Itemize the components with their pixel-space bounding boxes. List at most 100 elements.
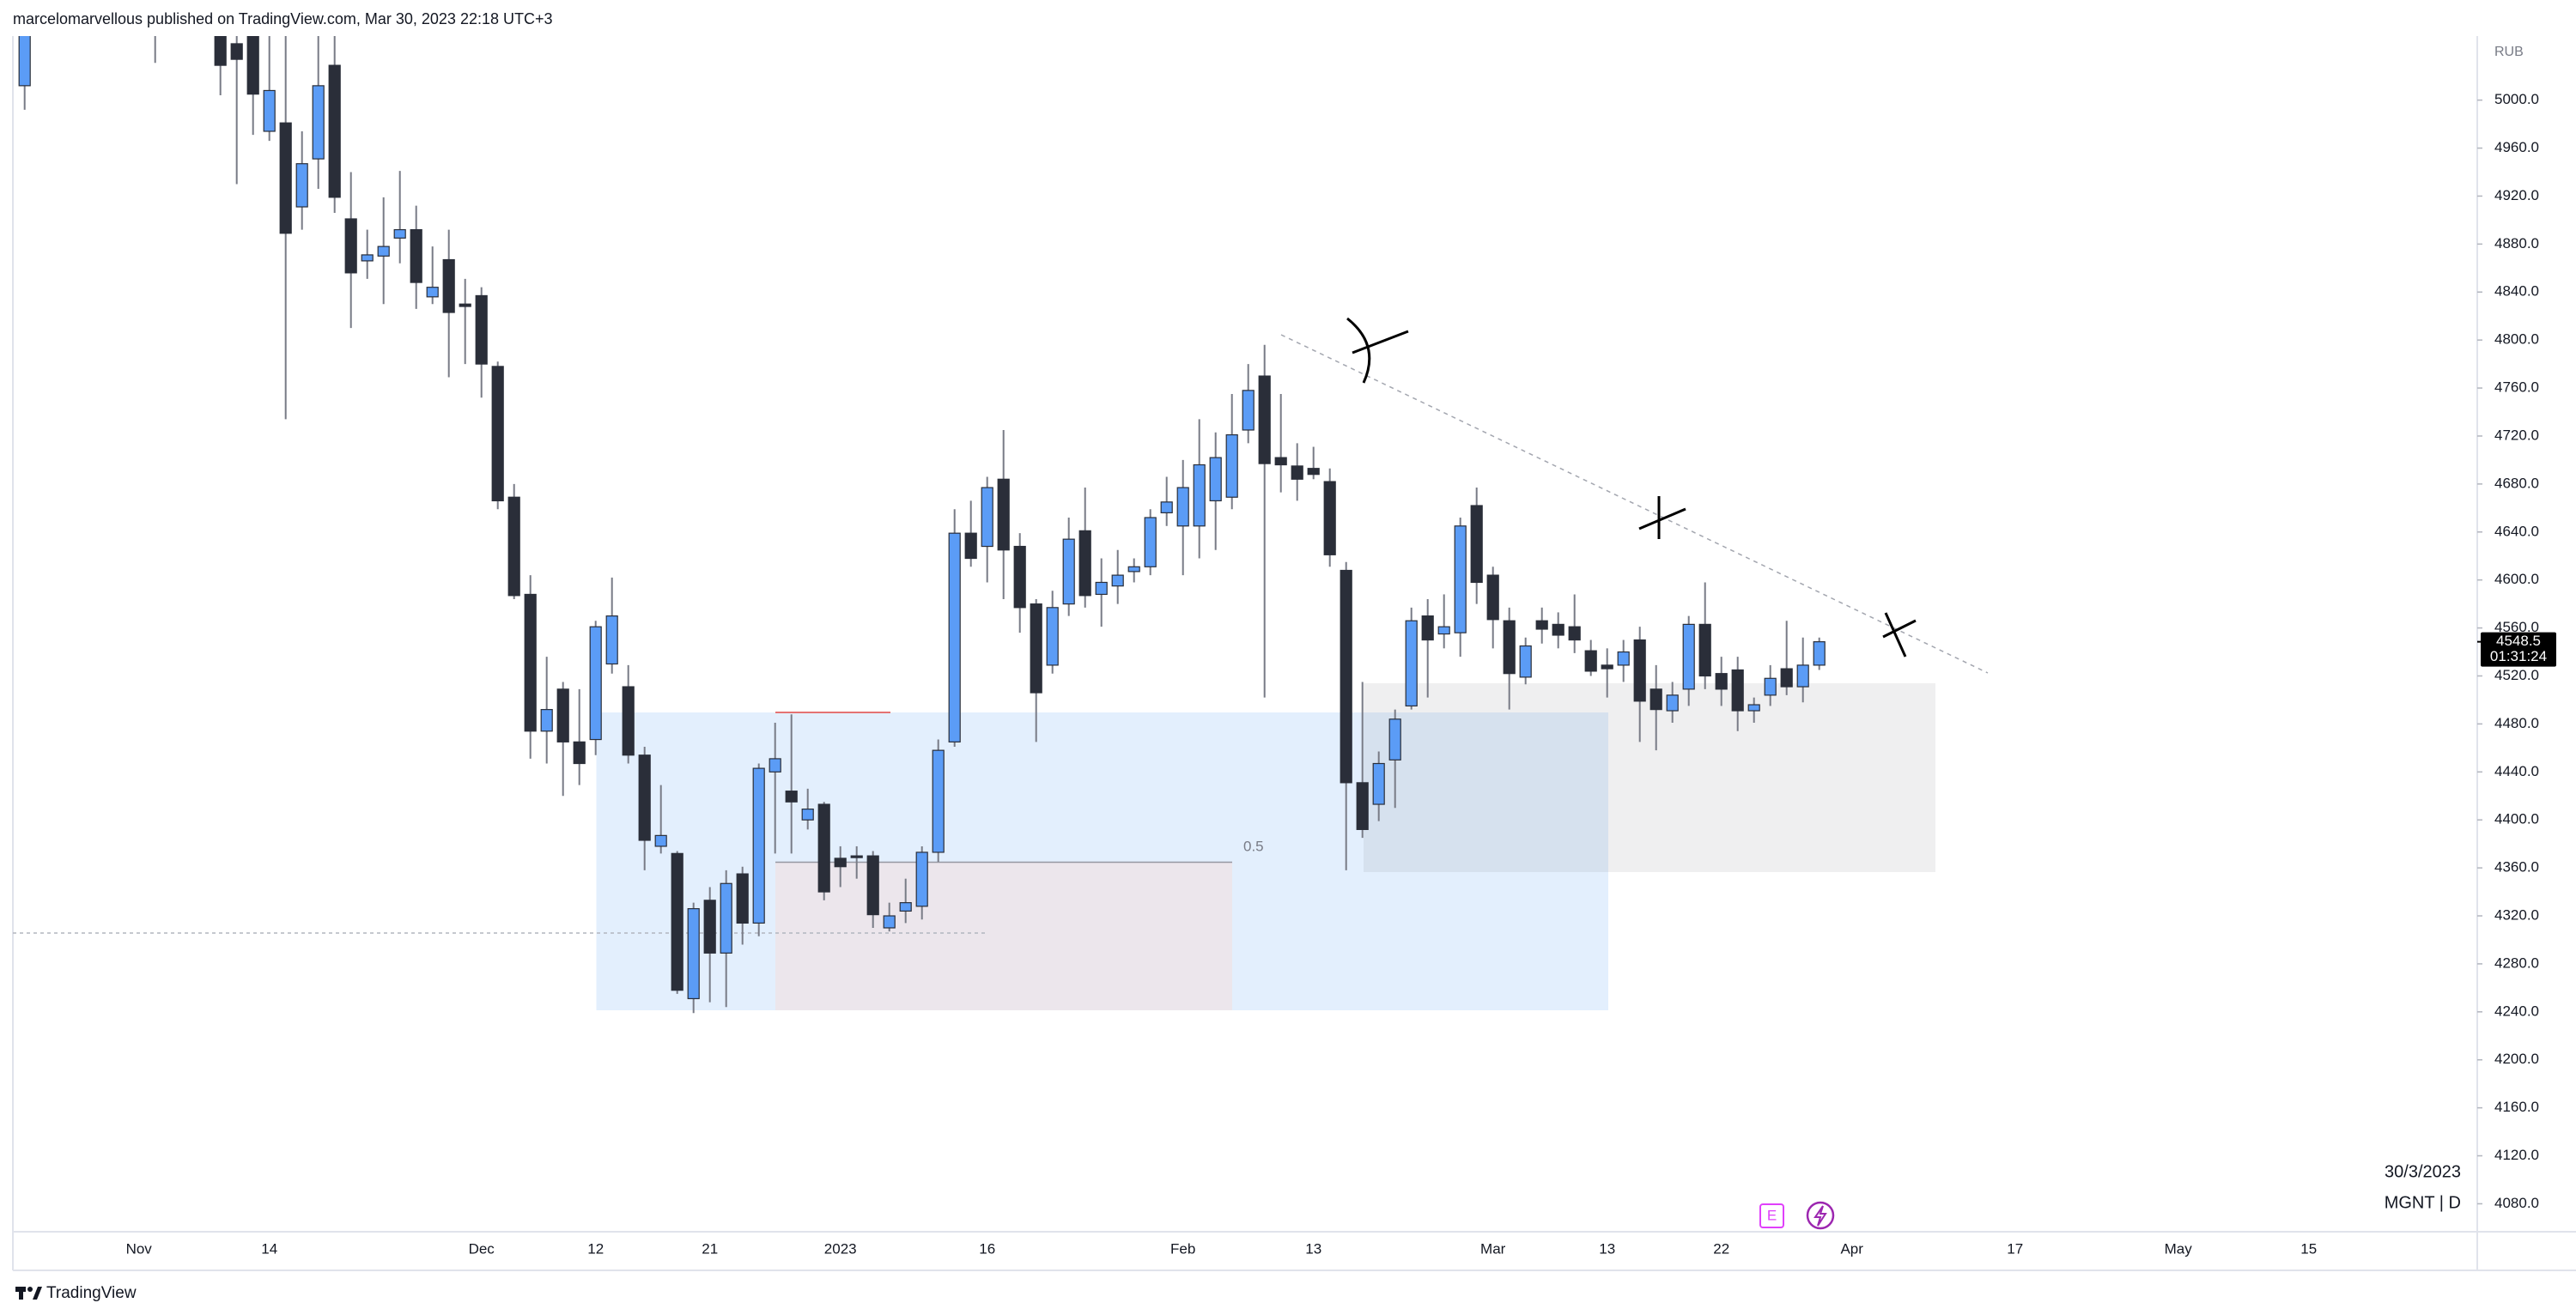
candle-body (703, 900, 716, 954)
candle-body (1340, 569, 1352, 784)
x-tick-label: 15 (2300, 1240, 2317, 1257)
y-tick-label: 4560.0 (2494, 619, 2539, 635)
x-tick-label: 16 (979, 1240, 995, 1257)
x-tick-label: Feb (1170, 1240, 1195, 1257)
candle-body (1747, 704, 1760, 712)
y-tick-label: 4480.0 (2494, 715, 2539, 731)
candle-body (654, 834, 667, 847)
trend-line (1280, 334, 1989, 674)
x-tick-label: 21 (702, 1240, 718, 1257)
candle-body (426, 287, 439, 298)
candle-body (377, 245, 390, 257)
candle-body (214, 36, 227, 66)
candle-body (1666, 694, 1679, 712)
candle-body (671, 852, 683, 991)
candle-body (1731, 669, 1744, 712)
price-unit: RUB (2494, 45, 2524, 59)
y-tick-label: 4280.0 (2494, 954, 2539, 971)
last-price-box (2481, 632, 2556, 667)
x-tick-label: 12 (587, 1240, 604, 1257)
footer-text: TradingView (46, 1284, 137, 1302)
candle-body (850, 855, 863, 858)
candle-body (1421, 615, 1434, 641)
candle-body (1813, 641, 1826, 666)
date-label: 30/3/2023 (2385, 1162, 2461, 1181)
candle-body (507, 496, 520, 597)
candle-body (1535, 620, 1548, 630)
candle-body (556, 688, 569, 742)
x-tick-label: Nov (126, 1240, 153, 1257)
x-tick-label: 13 (1599, 1240, 1615, 1257)
candle-body (1519, 645, 1532, 678)
y-tick-label: 5000.0 (2494, 91, 2539, 107)
candle-body (475, 294, 488, 365)
y-tick-label: 4360.0 (2494, 859, 2539, 876)
candle-body (1062, 538, 1075, 605)
candle-body (1323, 481, 1336, 555)
candle-body (1258, 375, 1271, 464)
y-tick-label: 4200.0 (2494, 1051, 2539, 1067)
candle-body (361, 254, 374, 262)
x-tick-label: Apr (1840, 1240, 1863, 1257)
x-tick-label: 2023 (824, 1240, 857, 1257)
x-tick-label: 17 (2007, 1240, 2023, 1257)
symbol-label: MGNT | D (2385, 1193, 2461, 1212)
candle-body (752, 767, 765, 924)
candle-body (1030, 603, 1042, 694)
pen-mark (1352, 330, 1409, 355)
y-tick-label: 4760.0 (2494, 379, 2539, 396)
candles (18, 36, 1826, 1014)
candle-body (1078, 530, 1091, 597)
candle-body (1454, 525, 1467, 633)
candle-body (442, 258, 455, 313)
candle-body (1291, 465, 1303, 480)
candle-body (328, 64, 341, 198)
y-tick-label: 4440.0 (2494, 763, 2539, 779)
candle-body (834, 857, 847, 868)
candle-body (638, 754, 651, 841)
candle-body (524, 593, 537, 732)
y-tick-label: 4120.0 (2494, 1147, 2539, 1163)
candle-body (1193, 464, 1206, 527)
earnings-text: E (1767, 1207, 1777, 1223)
candle-body (1486, 574, 1499, 621)
candle-body (932, 749, 945, 853)
dividend-icon[interactable] (1806, 1201, 1835, 1230)
candle-body (410, 228, 422, 283)
candle-body (1796, 664, 1809, 688)
candle-body (491, 366, 504, 502)
pen-mark (1882, 619, 1917, 639)
discount-zone (775, 862, 1232, 1010)
candle-body (1617, 651, 1630, 666)
candle-body (1209, 457, 1222, 502)
earnings-icon[interactable] (1759, 1203, 1784, 1228)
candle-body (230, 43, 243, 60)
y-tick-label: 4160.0 (2494, 1099, 2539, 1115)
x-tick-label: Dec (469, 1240, 495, 1257)
candle-body (344, 218, 357, 274)
candle-body (589, 626, 602, 741)
candle-body (246, 36, 259, 95)
candle-body (18, 36, 31, 87)
y-tick-label: 4720.0 (2494, 427, 2539, 443)
header-text: marcelomarvellous published on TradingVi… (13, 10, 553, 27)
candle-body (1046, 607, 1059, 666)
candle-body (1225, 433, 1238, 498)
candle-body (1127, 566, 1140, 573)
candle-body (605, 615, 618, 665)
candle-body (1356, 782, 1369, 830)
y-tick-label: 4080.0 (2494, 1195, 2539, 1211)
y-tick-label: 4680.0 (2494, 475, 2539, 491)
countdown-label: 01:31:24 (2490, 648, 2547, 664)
candle-body (1715, 673, 1728, 690)
candle-body (948, 532, 961, 742)
candle-body (1242, 390, 1255, 431)
candle-body (1568, 626, 1581, 641)
y-tick-label: 4880.0 (2494, 235, 2539, 251)
candle-body (295, 163, 308, 208)
candle-body (801, 809, 814, 821)
candle-body (1584, 650, 1597, 672)
